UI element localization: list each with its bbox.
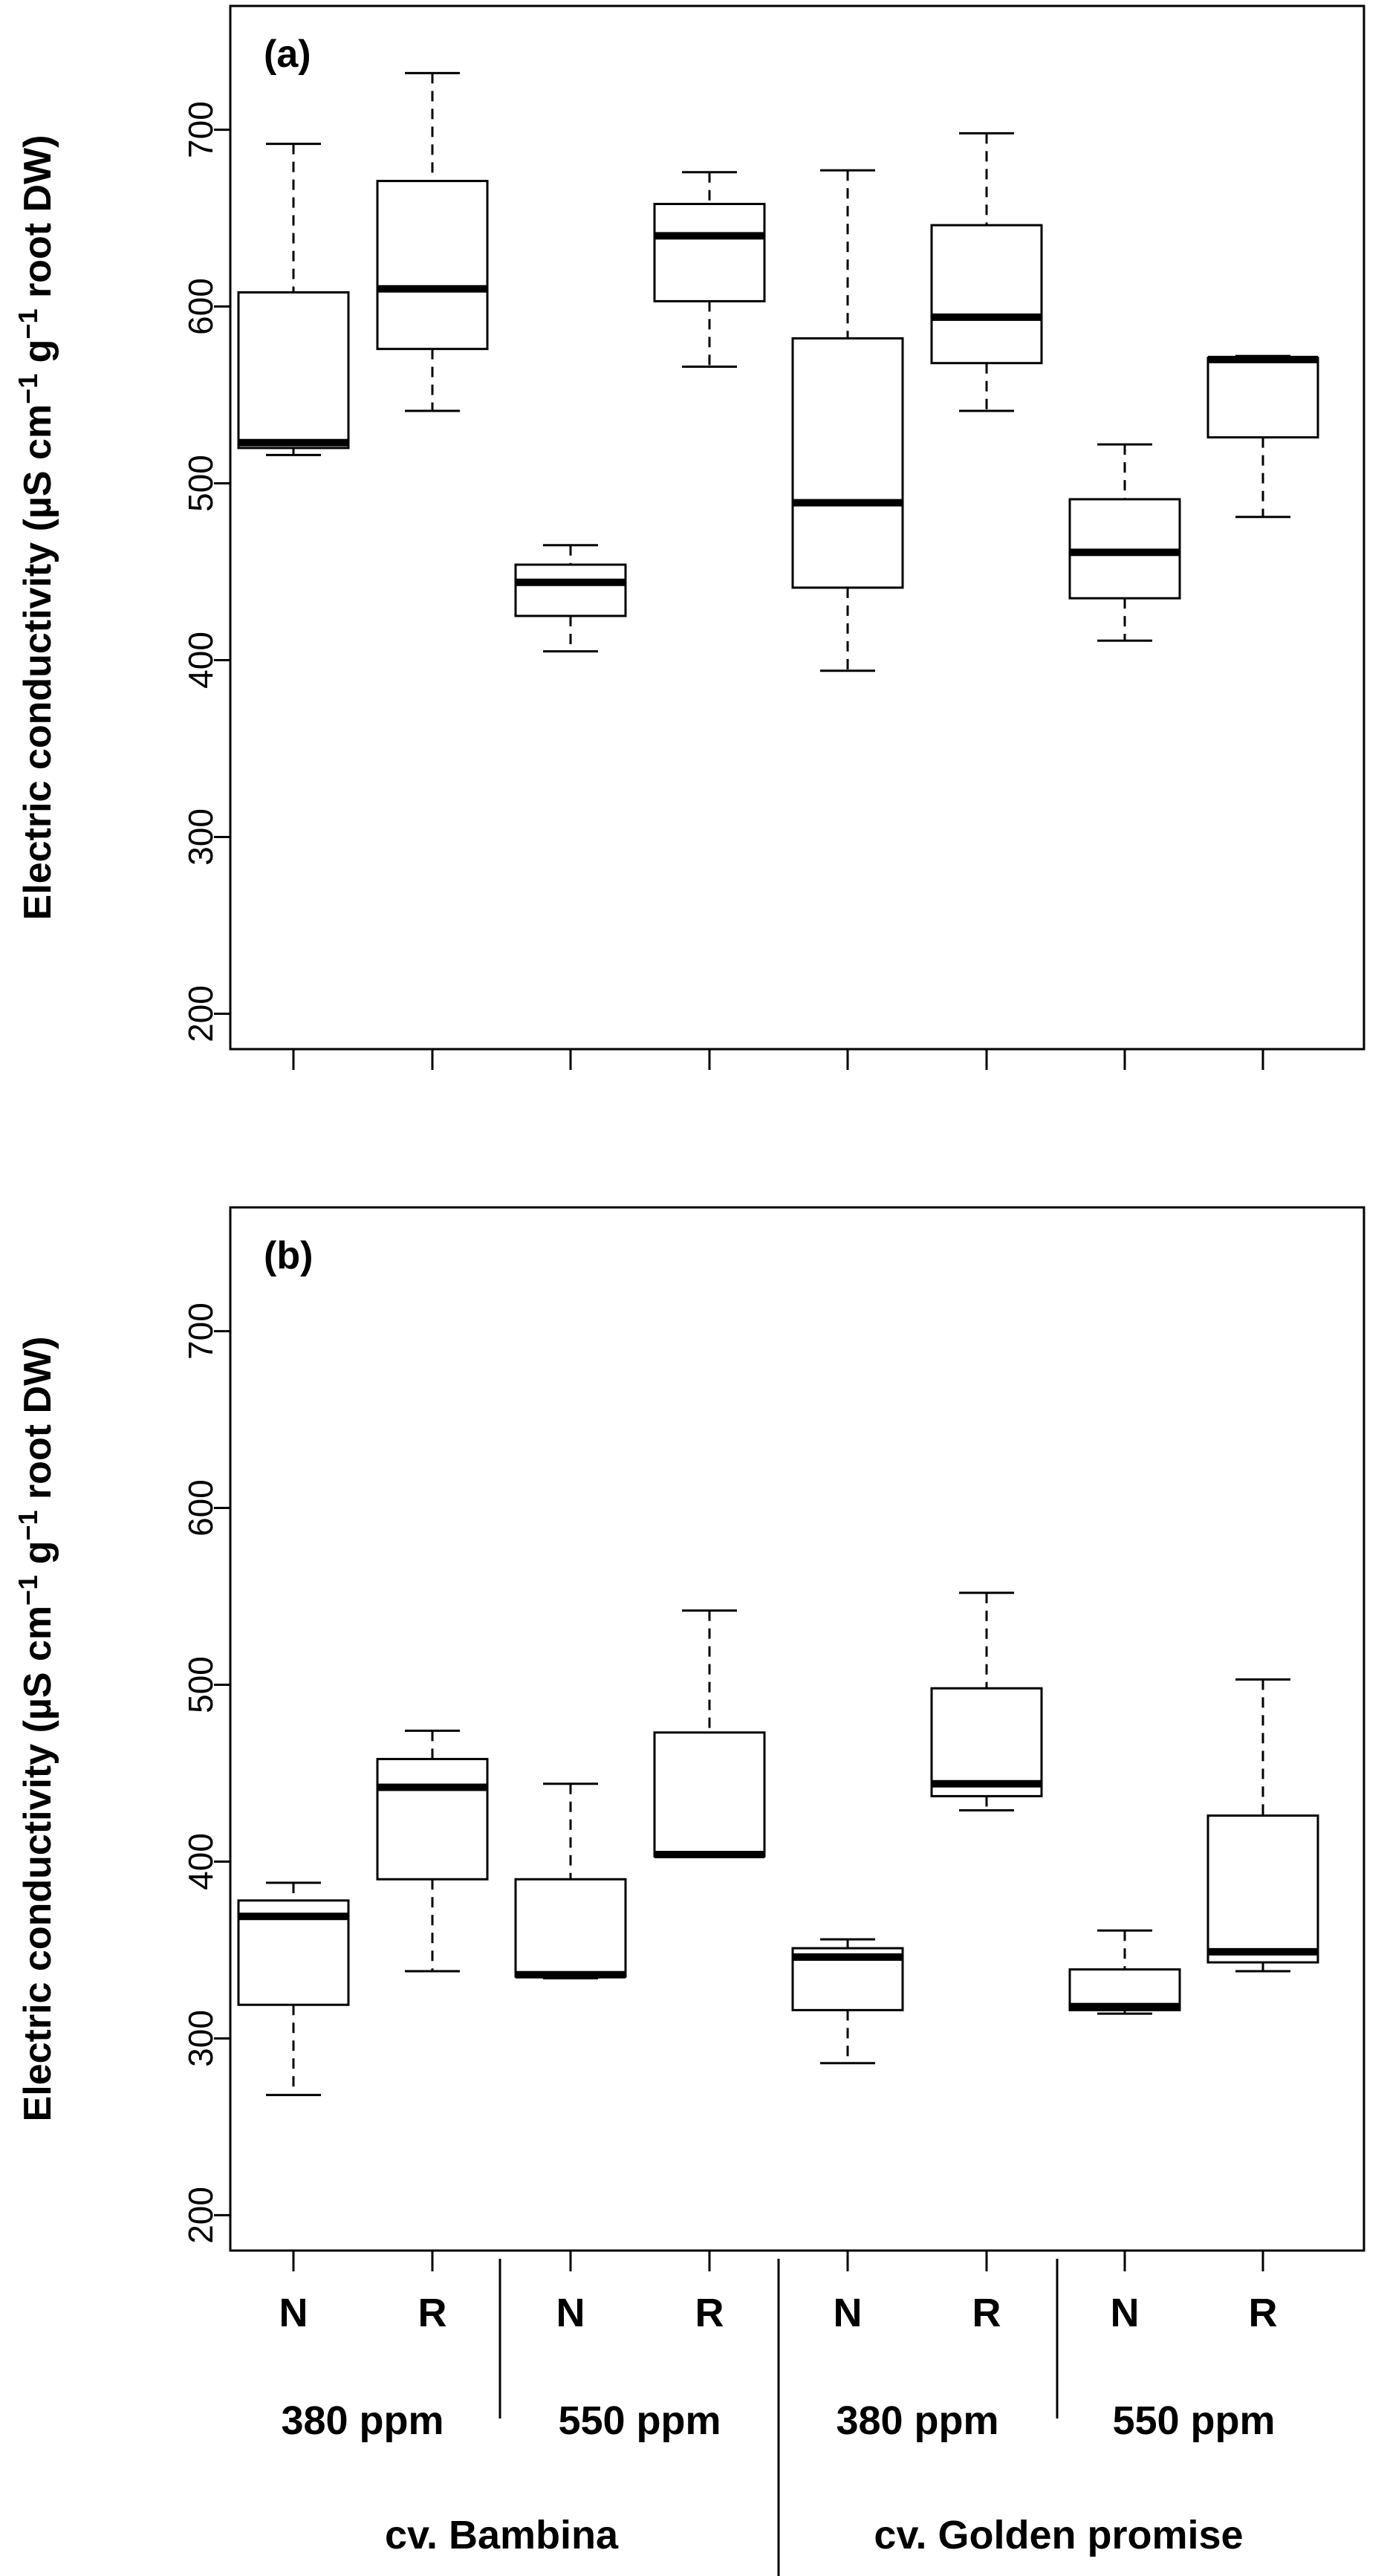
y-axis-title-superscript: −1 <box>13 374 43 404</box>
box-7 <box>1206 354 1319 519</box>
y-axis-title-part: g <box>16 340 59 374</box>
iqr-box <box>376 180 489 351</box>
concentration-label-1: 550 ppm <box>558 2398 721 2443</box>
box-3 <box>653 171 766 368</box>
iqr-box <box>514 1878 627 1978</box>
y-tick-label-300: 300 <box>181 808 220 866</box>
y-axis-title-part: root DW) <box>16 135 59 309</box>
iqr-box <box>791 337 904 589</box>
x-category-label-6: N <box>1111 2291 1140 2335</box>
box-0 <box>237 1881 350 2097</box>
x-category-label-5: R <box>972 2291 1001 2335</box>
iqr-box <box>930 224 1043 365</box>
y-tick-label-700: 700 <box>181 101 220 158</box>
concentration-label-0: 380 ppm <box>281 2398 444 2443</box>
y-axis-title-part: Electric conductivity (µS cm <box>16 1606 59 2122</box>
y-tick-label-200: 200 <box>181 985 220 1042</box>
iqr-box <box>514 563 627 617</box>
y-tick-label-600: 600 <box>181 1479 220 1537</box>
y-axis-title: Electric conductivity (µS cm−1 g−1 root … <box>13 135 59 921</box>
iqr-box <box>930 1687 1043 1797</box>
y-axis-title-superscript: −1 <box>13 1575 43 1606</box>
box-7 <box>1206 1678 1319 1973</box>
x-category-label-2: N <box>556 2291 585 2335</box>
x-category-label-7: R <box>1249 2291 1278 2335</box>
y-axis-title-part: root DW) <box>16 1337 59 1511</box>
panel-label: (a) <box>264 33 311 76</box>
x-category-label-3: R <box>695 2291 724 2335</box>
y-tick-label-200: 200 <box>181 2187 220 2244</box>
box-5 <box>930 132 1043 412</box>
box-2 <box>514 544 627 653</box>
y-tick-label-500: 500 <box>181 1656 220 1713</box>
plot-frame <box>229 1206 1365 2252</box>
y-tick-label-300: 300 <box>181 2010 220 2067</box>
iqr-box <box>1206 1814 1319 1964</box>
y-axis-title: Electric conductivity (µS cm−1 g−1 root … <box>13 1337 59 2122</box>
y-tick-label-400: 400 <box>181 1833 220 1890</box>
y-tick-label-500: 500 <box>181 455 220 512</box>
box-0 <box>237 143 350 456</box>
y-axis-title-part: g <box>16 1541 59 1575</box>
concentration-label-2: 380 ppm <box>836 2398 998 2443</box>
iqr-box <box>653 203 766 302</box>
panel-b: 200 300 400 500 600 700 Electric conductivity … <box>13 1206 1365 2335</box>
box-3 <box>653 1609 766 1858</box>
plot-frame <box>229 4 1365 1051</box>
box-6 <box>1068 443 1181 642</box>
x-group-labels: 380 ppm 550 ppm 380 ppm 550 ppm cv. Bambina c… <box>281 2259 1276 2576</box>
y-tick-label-400: 400 <box>181 632 220 689</box>
y-axis-title-part: Electric conductivity (µS cm <box>16 404 59 921</box>
y-tick-label-600: 600 <box>181 278 220 335</box>
box-2 <box>514 1782 627 1980</box>
x-category-label-4: N <box>834 2291 863 2335</box>
box-1 <box>376 71 489 412</box>
panel-a: 200 300 400 500 600 700 Electric conductivity … <box>13 4 1365 1070</box>
box-4 <box>791 169 904 672</box>
iqr-box <box>1206 357 1319 439</box>
y-axis-title-superscript: −1 <box>13 309 43 340</box>
cultivar-label-0: cv. Bambina <box>385 2513 619 2557</box>
y-axis-title-superscript: −1 <box>13 1511 43 1541</box>
box-4 <box>791 1938 904 2065</box>
panel-label: (b) <box>264 1234 313 1277</box>
concentration-label-3: 550 ppm <box>1112 2398 1275 2443</box>
box-1 <box>376 1729 489 1973</box>
iqr-box <box>376 1757 489 1881</box>
y-tick-label-700: 700 <box>181 1302 220 1360</box>
iqr-box <box>237 291 350 450</box>
x-category-label-1: R <box>418 2291 447 2335</box>
box-5 <box>930 1592 1043 1811</box>
x-category-label-0: N <box>279 2291 308 2335</box>
cultivar-label-1: cv. Golden promise <box>874 2513 1243 2557</box>
box-6 <box>1068 1929 1181 2015</box>
iqr-box <box>653 1731 766 1858</box>
